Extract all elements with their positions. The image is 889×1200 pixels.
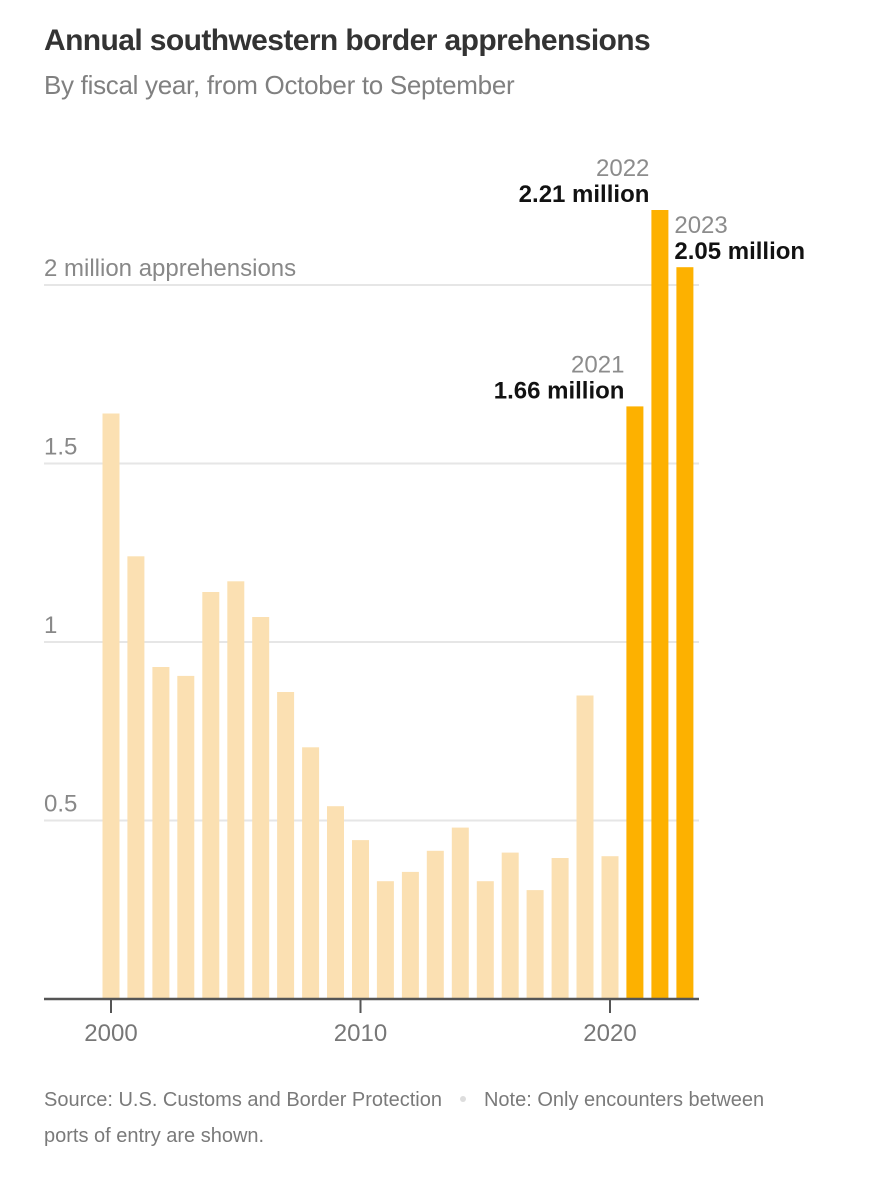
y-tick-label: 0.5 xyxy=(44,791,77,818)
x-tick-label: 2010 xyxy=(334,1020,387,1047)
annotation-value-label: 2.05 million xyxy=(674,238,805,265)
x-axis: 2000 2010 2020 xyxy=(44,997,699,1047)
bar-2003 xyxy=(177,675,195,999)
separator-dot-icon xyxy=(459,1096,466,1103)
bar-2005 xyxy=(227,581,245,999)
bar-2018 xyxy=(551,858,569,999)
bar-2000 xyxy=(102,413,120,999)
chart-title: Annual southwestern border apprehensions xyxy=(44,24,651,57)
y-tick-label: 2 million apprehensions xyxy=(44,255,296,282)
y-axis-labels: 2 million apprehensions 1.5 1 0.5 xyxy=(44,255,296,818)
bar-highlighted-2021 xyxy=(626,406,644,999)
source-note: Source: U.S. Customs and Border Protecti… xyxy=(44,1089,442,1111)
bar-2006 xyxy=(252,617,270,999)
bar-highlighted-2023 xyxy=(676,267,694,999)
bar-2016 xyxy=(501,852,519,999)
bar-2009 xyxy=(327,806,344,999)
y-tick-label: 1.5 xyxy=(44,434,77,461)
bar-2004 xyxy=(202,592,220,999)
bars xyxy=(102,210,694,999)
y-tick-label: 1 xyxy=(44,612,57,639)
bar-2013 xyxy=(426,850,444,999)
x-tick-label: 2020 xyxy=(583,1020,636,1047)
bar-highlighted-2022 xyxy=(651,210,669,999)
annotation-year-label: 2023 xyxy=(674,212,727,239)
chart-footer: Source: U.S. Customs and Border Protecti… xyxy=(44,1082,804,1154)
bar-2002 xyxy=(152,667,170,999)
bar-2014 xyxy=(451,827,469,999)
note-text: Note: Only encounters between ports of e… xyxy=(44,1089,765,1147)
annotation-year-label: 2021 xyxy=(571,351,624,378)
x-tick-label: 2000 xyxy=(84,1020,137,1047)
bar-2012 xyxy=(401,871,419,999)
bar-2001 xyxy=(127,556,145,999)
bar-2008 xyxy=(302,747,320,999)
bar-2019 xyxy=(576,695,594,999)
bar-2017 xyxy=(526,890,544,999)
annotation-year-label: 2022 xyxy=(596,155,649,182)
bar-2011 xyxy=(376,881,394,999)
annotation-value-label: 2.21 million xyxy=(519,181,650,208)
bar-2007 xyxy=(277,692,295,999)
bar-2010 xyxy=(352,840,369,999)
annotation-value-label: 1.66 million xyxy=(494,377,625,404)
bar-2020 xyxy=(601,856,619,999)
chart-subtitle: By fiscal year, from October to Septembe… xyxy=(44,70,515,100)
bar-2015 xyxy=(476,881,494,999)
